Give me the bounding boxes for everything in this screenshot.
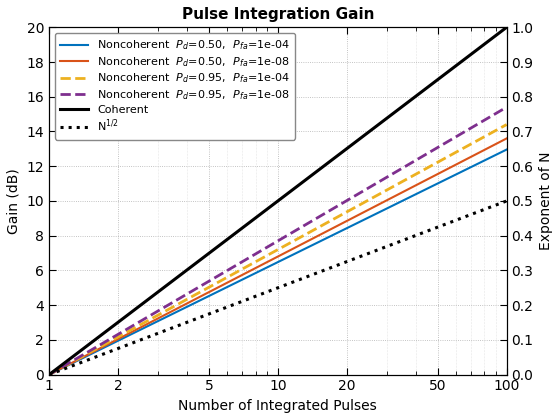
Noncoherent  $P_d$=0.50,  $P_{fa}$=1e-08 <box>293 244 300 249</box>
N$^{1/2}$ <box>503 198 510 203</box>
Noncoherent  $P_d$=0.50,  $P_{fa}$=1e-08 <box>318 231 325 236</box>
Noncoherent  $P_d$=0.95,  $P_{fa}$=1e-04 <box>263 253 270 258</box>
Coherent <box>263 207 270 212</box>
Line: Noncoherent  $P_d$=0.50,  $P_{fa}$=1e-04: Noncoherent $P_d$=0.50, $P_{fa}$=1e-04 <box>49 150 507 375</box>
Line: Noncoherent  $P_d$=0.50,  $P_{fa}$=1e-08: Noncoherent $P_d$=0.50, $P_{fa}$=1e-08 <box>49 139 507 375</box>
N$^{1/2}$ <box>492 202 499 207</box>
Noncoherent  $P_d$=0.50,  $P_{fa}$=1e-08 <box>263 260 270 265</box>
Coherent <box>293 184 300 189</box>
Coherent <box>318 165 325 171</box>
Title: Pulse Integration Gain: Pulse Integration Gain <box>181 7 374 22</box>
Noncoherent  $P_d$=0.50,  $P_{fa}$=1e-04 <box>46 372 53 377</box>
Coherent <box>46 372 53 377</box>
Noncoherent  $P_d$=0.50,  $P_{fa}$=1e-04 <box>421 188 427 193</box>
Noncoherent  $P_d$=0.95,  $P_{fa}$=1e-08 <box>263 245 270 250</box>
Legend: Noncoherent  $P_d$=0.50,  $P_{fa}$=1e-04, Noncoherent  $P_d$=0.50,  $P_{fa}$=1e-: Noncoherent $P_d$=0.50, $P_{fa}$=1e-04, … <box>55 33 295 139</box>
Noncoherent  $P_d$=0.50,  $P_{fa}$=1e-04 <box>492 152 499 158</box>
N$^{1/2}$ <box>263 290 270 295</box>
Coherent <box>266 205 273 210</box>
Coherent <box>421 87 427 92</box>
Noncoherent  $P_d$=0.95,  $P_{fa}$=1e-08 <box>46 372 53 377</box>
N$^{1/2}$ <box>46 372 53 377</box>
X-axis label: Number of Integrated Pulses: Number of Integrated Pulses <box>179 399 377 413</box>
Noncoherent  $P_d$=0.95,  $P_{fa}$=1e-04 <box>421 167 427 172</box>
Noncoherent  $P_d$=0.95,  $P_{fa}$=1e-04 <box>293 237 300 242</box>
Coherent <box>492 33 499 38</box>
Noncoherent  $P_d$=0.95,  $P_{fa}$=1e-08 <box>318 213 325 218</box>
Line: Noncoherent  $P_d$=0.95,  $P_{fa}$=1e-08: Noncoherent $P_d$=0.95, $P_{fa}$=1e-08 <box>49 107 507 375</box>
Noncoherent  $P_d$=0.50,  $P_{fa}$=1e-04 <box>293 250 300 255</box>
Noncoherent  $P_d$=0.95,  $P_{fa}$=1e-08 <box>492 111 499 116</box>
Noncoherent  $P_d$=0.50,  $P_{fa}$=1e-04 <box>263 265 270 270</box>
Line: Noncoherent  $P_d$=0.95,  $P_{fa}$=1e-04: Noncoherent $P_d$=0.95, $P_{fa}$=1e-04 <box>49 125 507 375</box>
Noncoherent  $P_d$=0.95,  $P_{fa}$=1e-04 <box>46 372 53 377</box>
Coherent <box>503 25 510 30</box>
N$^{1/2}$ <box>266 289 273 294</box>
Noncoherent  $P_d$=0.50,  $P_{fa}$=1e-04 <box>266 264 273 269</box>
Line: N$^{1/2}$: N$^{1/2}$ <box>49 201 507 375</box>
Noncoherent  $P_d$=0.50,  $P_{fa}$=1e-08 <box>503 136 510 141</box>
N$^{1/2}$ <box>421 230 427 235</box>
Noncoherent  $P_d$=0.95,  $P_{fa}$=1e-08 <box>503 105 510 110</box>
N$^{1/2}$ <box>293 278 300 283</box>
Noncoherent  $P_d$=0.50,  $P_{fa}$=1e-04 <box>503 147 510 152</box>
Line: Coherent: Coherent <box>49 27 507 375</box>
Noncoherent  $P_d$=0.50,  $P_{fa}$=1e-08 <box>492 142 499 147</box>
Noncoherent  $P_d$=0.50,  $P_{fa}$=1e-08 <box>266 259 273 264</box>
N$^{1/2}$ <box>318 269 325 274</box>
Noncoherent  $P_d$=0.50,  $P_{fa}$=1e-04 <box>318 238 325 243</box>
Noncoherent  $P_d$=0.95,  $P_{fa}$=1e-04 <box>318 223 325 228</box>
Y-axis label: Exponent of N: Exponent of N <box>539 152 553 250</box>
Noncoherent  $P_d$=0.50,  $P_{fa}$=1e-08 <box>46 372 53 377</box>
Noncoherent  $P_d$=0.95,  $P_{fa}$=1e-08 <box>293 227 300 232</box>
Noncoherent  $P_d$=0.95,  $P_{fa}$=1e-04 <box>266 252 273 257</box>
Noncoherent  $P_d$=0.50,  $P_{fa}$=1e-08 <box>421 178 427 184</box>
Y-axis label: Gain (dB): Gain (dB) <box>7 168 21 234</box>
Noncoherent  $P_d$=0.95,  $P_{fa}$=1e-08 <box>421 153 427 158</box>
Noncoherent  $P_d$=0.95,  $P_{fa}$=1e-08 <box>266 244 273 249</box>
Noncoherent  $P_d$=0.95,  $P_{fa}$=1e-04 <box>503 122 510 127</box>
Noncoherent  $P_d$=0.95,  $P_{fa}$=1e-04 <box>492 128 499 133</box>
